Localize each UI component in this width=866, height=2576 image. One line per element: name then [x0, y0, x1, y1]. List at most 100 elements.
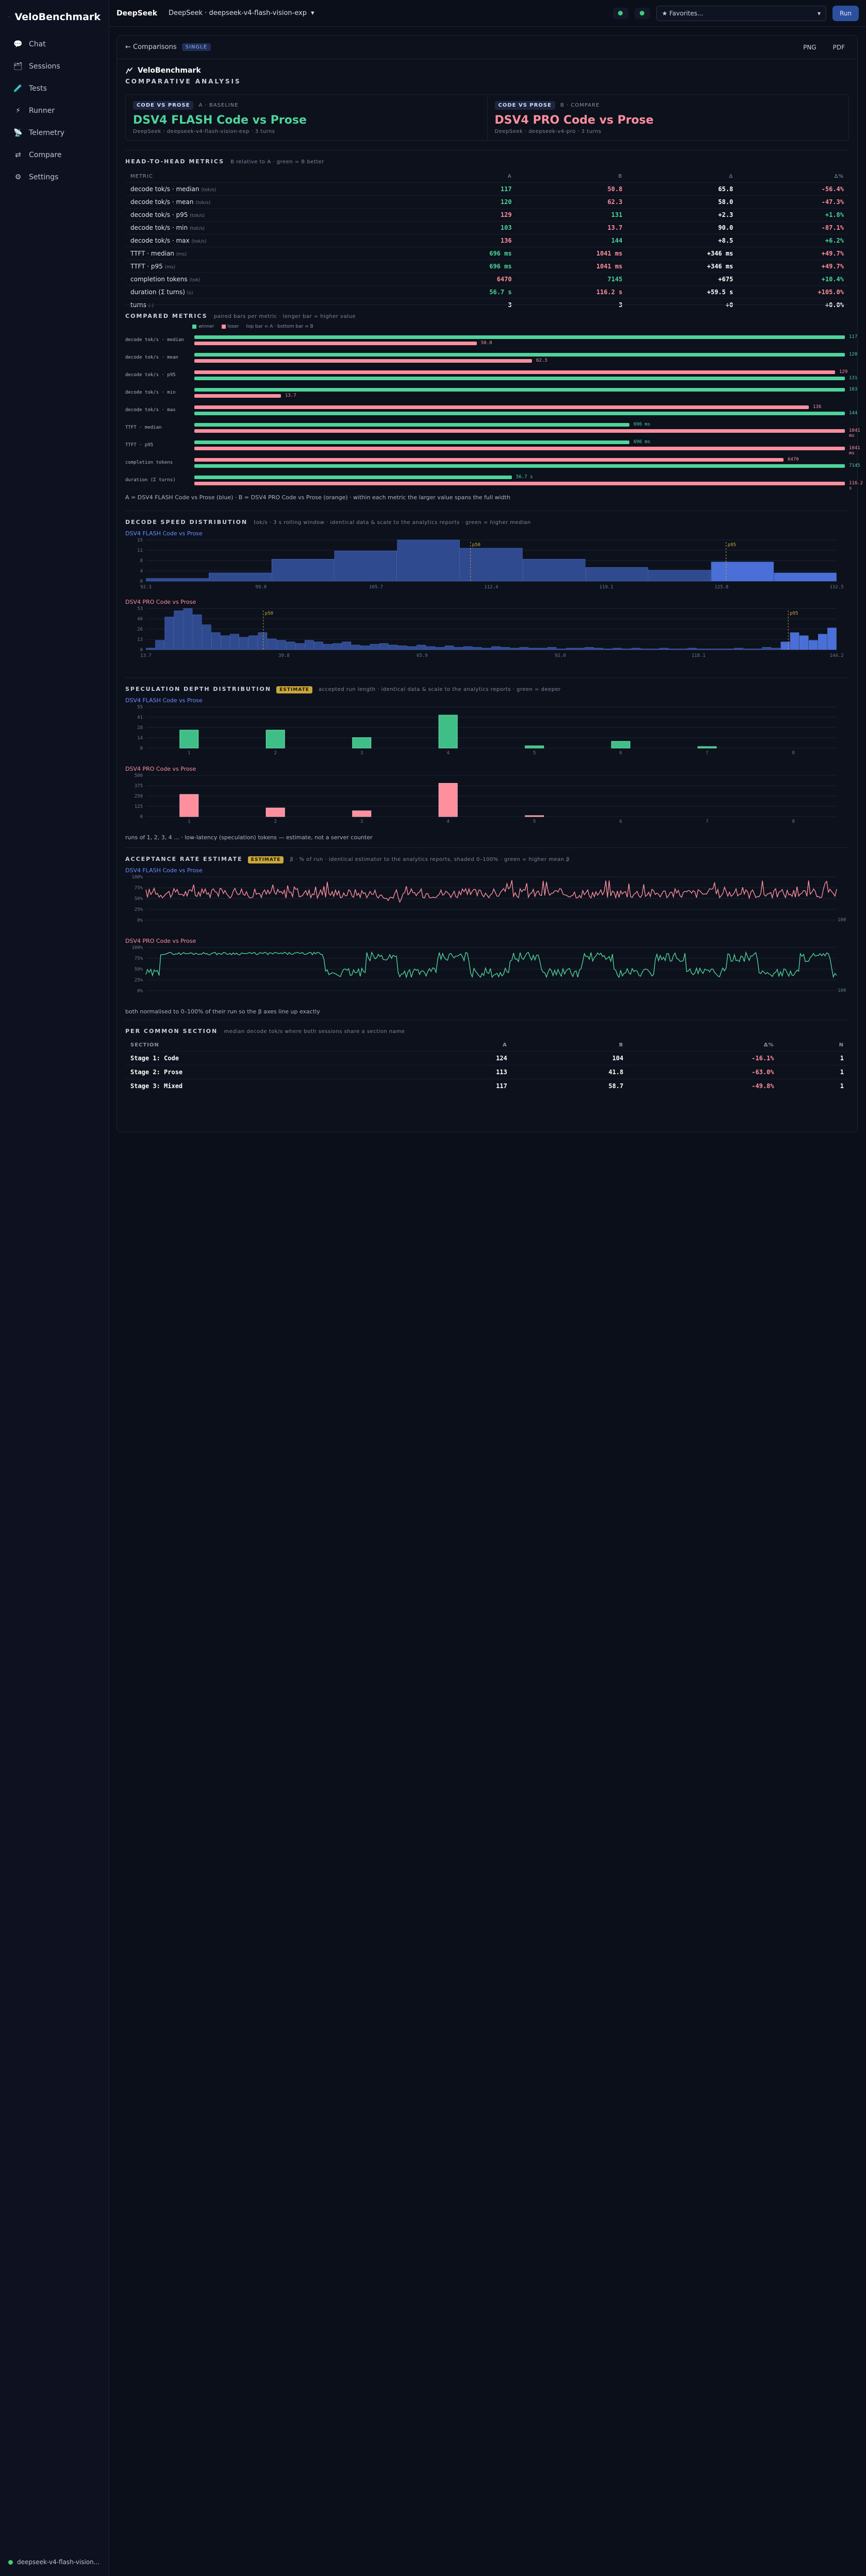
telemetry-icon: 📡 — [13, 128, 23, 137]
sidebar-item-compare[interactable]: ⇄ Compare — [0, 144, 109, 166]
metric-bar-value: 120 — [849, 352, 858, 357]
status-chip-2[interactable] — [634, 7, 650, 19]
x-tick-label: 2 — [274, 819, 277, 824]
session-card-b[interactable]: CODE VS PROSE B · COMPARE DSV4 PRO Code … — [487, 95, 849, 140]
metric-unit: (tok/s) — [190, 213, 205, 218]
histogram-bar — [407, 646, 417, 650]
cell-b: 104 — [512, 1051, 629, 1065]
compared-metric-row: decode tok/s · p95 129 131 — [125, 367, 857, 385]
per-section-table: SECTION A B Δ% N Stage 1: Code 124 104 -16.1% 1 S… — [125, 1039, 849, 1093]
compared-metric-row: TTFT · median 696 ms 1041 ms — [125, 420, 860, 438]
sidebar-item-chat[interactable]: 💬 Chat — [0, 33, 109, 55]
session-card-a[interactable]: CODE VS PROSE A · BASELINE DSV4 FLASH Co… — [126, 95, 487, 140]
x-tick-label: 5 — [533, 819, 536, 824]
metric-unit: (-) — [148, 303, 154, 309]
model-select-value: DeepSeek · deepseek-v4-flash-vision-exp — [169, 9, 307, 17]
x-tick-label: 4 — [447, 751, 449, 756]
value-a: 103 — [417, 221, 517, 234]
sidebar-item-label: Chat — [29, 40, 46, 48]
histogram-bar — [323, 644, 332, 650]
metric-bar-value: 696 ms — [634, 422, 651, 427]
session-title: DSV4 PRO Code vs Prose — [494, 114, 654, 127]
export-png-button[interactable]: PNG — [803, 43, 817, 51]
export-pdf-button[interactable]: PDF — [832, 43, 845, 51]
histogram-bar — [351, 645, 361, 650]
metric-unit: (ms) — [176, 252, 187, 257]
compared-metric-row: duration (Σ turns) 56.7 s 116.2 s — [125, 472, 863, 491]
status-chip-1[interactable] — [612, 7, 628, 19]
metric-bar-b — [194, 342, 477, 345]
table-row: Stage 3: Mixed 117 58.7 -49.8% 1 — [125, 1079, 849, 1093]
histogram-bar — [389, 645, 398, 650]
histogram-bar — [473, 647, 482, 650]
estimate-badge: ESTIMATE — [247, 856, 284, 863]
value-dp: +10.4% — [738, 273, 849, 286]
online-dot-icon — [8, 2560, 13, 2565]
value-dp: +105.0% — [738, 285, 849, 299]
metric-bar-value: 56.7 s — [516, 474, 533, 480]
value-dp: -87.1% — [738, 221, 849, 234]
sidebar-item-sessions[interactable]: 🗂 Sessions — [0, 55, 109, 77]
acceptance-rate-section: ACCEPTANCE RATE ESTIMATE ESTIMATE β · % … — [125, 848, 849, 1020]
compared-metric-row: decode tok/s · mean 120 62.3 — [125, 350, 857, 367]
column-header: B — [619, 1042, 624, 1048]
column-header: N — [839, 1042, 844, 1048]
cell-n: 1 — [779, 1079, 849, 1093]
value-d: +59.5 s — [627, 285, 739, 299]
x-tick-label: 65.9 — [417, 653, 428, 658]
x-tick-label: 105.7 — [369, 585, 383, 590]
compared-metrics-legend: winner loser top bar = A · bottom bar = … — [192, 324, 849, 329]
compared-metrics-note: A = DSV4 FLASH Code vs Prose (blue) · B … — [125, 494, 510, 501]
x-tick-label: 5 — [533, 751, 536, 756]
histogram-bar — [711, 562, 774, 582]
chevron-down-icon: ▾ — [311, 9, 314, 17]
value-a: 117 — [417, 182, 517, 196]
histogram-bar — [715, 649, 725, 650]
sidebar-item-tests[interactable]: 🧪 Tests — [0, 77, 109, 99]
histogram-bar — [640, 649, 650, 650]
y-tick-label: 55 — [137, 705, 143, 710]
acceptance-line — [145, 951, 837, 979]
histogram-bar — [482, 648, 491, 650]
run-button[interactable]: Run — [832, 5, 859, 21]
cell-dp: -63.0% — [628, 1065, 779, 1079]
histogram-bar — [510, 648, 520, 650]
provider-label[interactable]: DeepSeek — [116, 9, 158, 18]
y-tick-label: 53 — [137, 606, 143, 612]
metric-label: duration (Σ turns) — [125, 478, 176, 483]
sidebar-item-label: Settings — [29, 173, 59, 181]
sidebar-item-settings[interactable]: ⚙ Settings — [0, 166, 109, 188]
back-to-comparisons-link[interactable]: ← Comparisons — [125, 43, 177, 51]
table-row: decode tok/s · mean (tok/s) 120 62.3 58.0 -4… — [125, 195, 849, 209]
brand[interactable]: VeloBenchmark — [0, 0, 109, 33]
sidebar-item-runner[interactable]: ⚡ Runner — [0, 99, 109, 122]
y-tick-label: 375 — [135, 784, 143, 789]
topbar: DeepSeek DeepSeek · deepseek-v4-flash-vi… — [109, 0, 866, 27]
x-tick-label: 2 — [274, 751, 277, 756]
speculation-depth-chart-b: 500 375 250 125 0 1 2 3 4 5 6 7 8 — [135, 773, 837, 824]
metric-bar-value: 136 — [813, 404, 822, 410]
histogram-bar — [155, 640, 164, 650]
sidebar-item-telemetry[interactable]: 📡 Telemetry — [0, 122, 109, 144]
histogram-bar — [202, 624, 211, 650]
metric-unit: (ms) — [164, 265, 176, 270]
compared-metric-row: TTFT · p95 696 ms 1041 ms — [125, 437, 860, 456]
histogram-bar — [669, 649, 678, 650]
histogram-bar — [271, 559, 335, 582]
sidebar-model-status[interactable]: deepseek-v4-flash-vision... — [8, 2558, 99, 2566]
metric-cell: completion tokens (tok) — [125, 273, 418, 286]
x-tick-label: 92.3 — [140, 585, 152, 590]
status-dot-icon — [640, 11, 645, 15]
histogram-bar — [398, 646, 407, 650]
histogram-bar — [491, 646, 501, 650]
sidebar-item-label: Runner — [29, 106, 55, 115]
y-tick-label: 0% — [137, 989, 143, 994]
value-a: 120 — [417, 195, 517, 209]
histogram-bar — [174, 611, 184, 650]
x-tick-label: 8 — [792, 819, 795, 824]
histogram-bar — [146, 648, 155, 650]
histogram-bar — [454, 647, 463, 650]
model-select[interactable]: DeepSeek · deepseek-v4-flash-vision-exp … — [169, 9, 314, 17]
favorites-select[interactable]: ★ Favorites... ▾ — [656, 5, 826, 21]
metric-bar-a — [194, 423, 629, 427]
